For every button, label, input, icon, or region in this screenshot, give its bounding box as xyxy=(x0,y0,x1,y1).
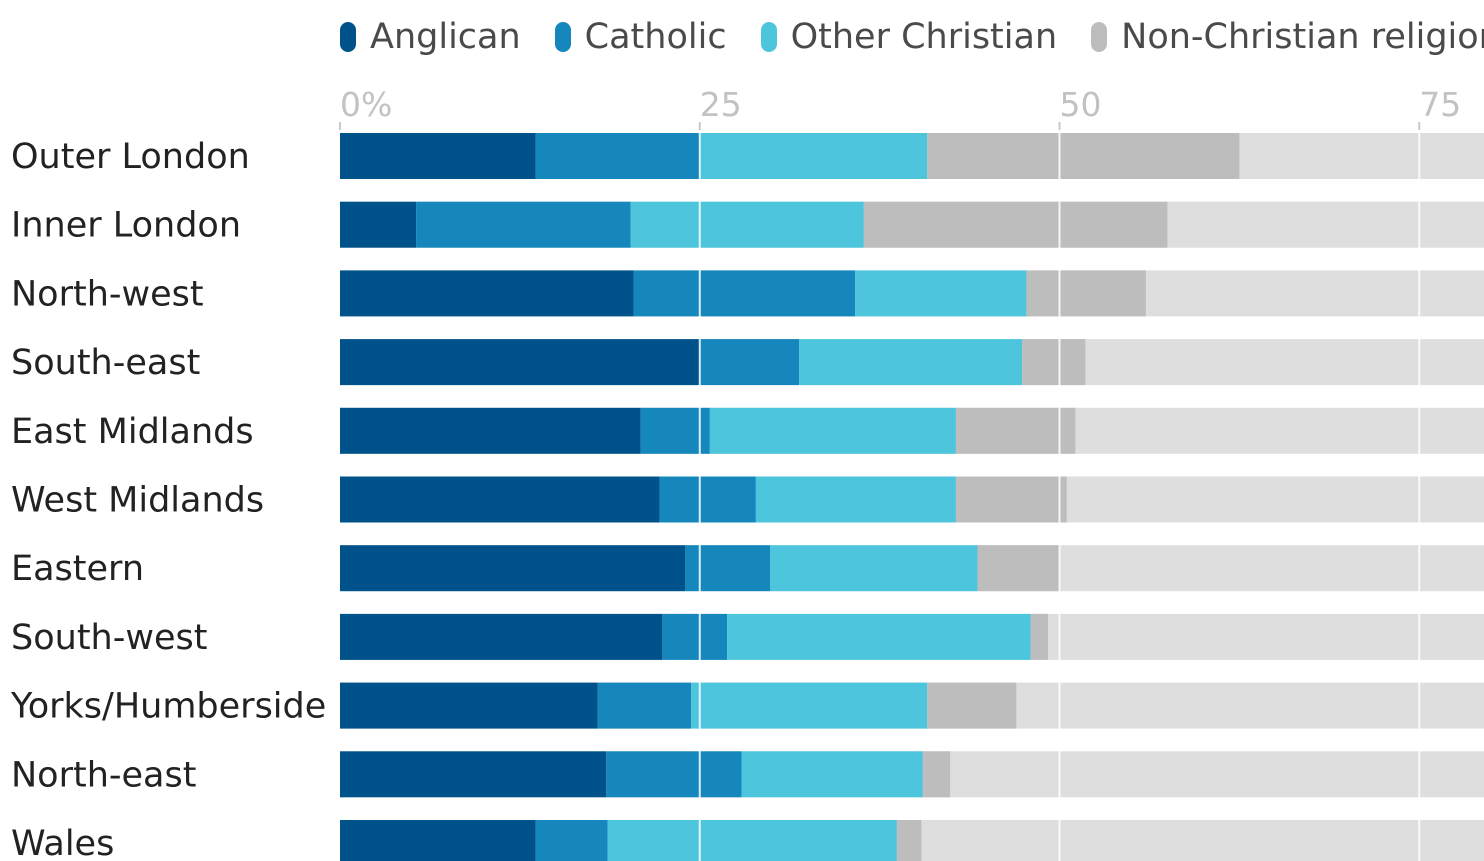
bar-segment-anglican xyxy=(340,133,536,179)
category-label: East Midlands xyxy=(11,412,254,452)
bar-segment-anglican xyxy=(340,339,700,386)
bar-segment-catholic xyxy=(416,201,631,248)
bar-segment-catholic xyxy=(535,133,700,179)
category-label: North-east xyxy=(11,755,196,795)
bar-segment-catholic xyxy=(633,270,856,317)
bar-segment-catholic xyxy=(685,545,771,592)
bar-segment-other-christian xyxy=(855,270,1027,317)
bar-segment-other-christian xyxy=(741,751,923,798)
bar-segment-non-christian-religion xyxy=(927,682,1017,729)
bar-segment-catholic xyxy=(662,613,728,660)
category-label: Wales xyxy=(11,824,114,861)
bar-segment-catholic xyxy=(659,476,756,523)
bar-segment-anglican xyxy=(340,201,417,248)
category-label: West Midlands xyxy=(11,481,264,521)
bar-segment-anglican xyxy=(340,751,607,798)
legend-swatch xyxy=(554,22,571,52)
legend-item-non-christian-religion: Non-Christian religion xyxy=(1091,16,1484,57)
bar-segment-anglican xyxy=(340,545,686,592)
bar-segment-other-christian xyxy=(770,545,978,592)
bar-segment-anglican xyxy=(340,476,660,523)
bar-segment-catholic xyxy=(606,751,742,798)
bar-segment-other-christian xyxy=(799,339,1023,386)
bar-segment-other-christian xyxy=(727,613,1031,660)
category-label: Outer London xyxy=(11,137,250,177)
bar-segment-other-christian xyxy=(709,407,956,454)
x-tick-label: 75 xyxy=(1419,85,1461,124)
bar-segment-non-christian-religion xyxy=(955,407,1076,454)
bar-segment-anglican xyxy=(340,407,641,454)
bar-segment-anglican xyxy=(340,613,663,660)
bar-segment-anglican xyxy=(340,270,634,317)
bar-segment-non-christian-religion xyxy=(977,545,1060,592)
x-tick-label: 25 xyxy=(700,85,742,124)
category-label: Yorks/Humberside xyxy=(10,687,326,727)
bar-segment-other-christian xyxy=(630,201,864,248)
legend-label: Catholic xyxy=(584,16,727,57)
bar-segment-non-christian-religion xyxy=(955,476,1067,523)
bar-segment-anglican xyxy=(340,820,536,861)
legend-item-catholic: Catholic xyxy=(554,16,727,57)
legend-item-other-christian: Other Christian xyxy=(760,16,1058,57)
legend-swatch xyxy=(760,22,777,52)
category-label: Eastern xyxy=(11,549,144,589)
category-label: South-west xyxy=(11,618,207,658)
legend-label: Non-Christian religion xyxy=(1121,16,1484,57)
bar-segment-catholic xyxy=(699,339,800,386)
bar-segment-anglican xyxy=(340,682,598,729)
x-tick-label: 0% xyxy=(340,85,392,124)
bar-segment-catholic xyxy=(597,682,692,729)
category-label: Inner London xyxy=(11,206,241,246)
bar-segment-non-christian-religion xyxy=(896,820,922,861)
legend: Anglican Catholic Other Christian Non-Chris… xyxy=(340,12,1484,62)
bar-segment-catholic xyxy=(640,407,710,454)
bar-segment-other-christian xyxy=(607,820,897,861)
bar-segment-non-christian-religion xyxy=(1030,613,1048,660)
legend-label: Anglican xyxy=(370,16,521,57)
legend-label: Other Christian xyxy=(790,16,1058,57)
bar-segment-catholic xyxy=(535,820,608,861)
legend-swatch xyxy=(340,22,356,52)
bar-segment-non-christian-religion xyxy=(922,751,951,798)
bar-segment-non-christian-religion xyxy=(1026,270,1146,317)
bar-segment-other-christian xyxy=(699,133,928,179)
legend-item-anglican: Anglican xyxy=(340,16,521,57)
bar-segment-non-christian-religion xyxy=(927,133,1240,179)
category-label: North-west xyxy=(11,274,204,314)
x-tick-label: 50 xyxy=(1059,85,1101,124)
legend-swatch xyxy=(1091,22,1108,52)
bar-segment-non-christian-religion xyxy=(1022,339,1086,386)
bar-segment-other-christian xyxy=(755,476,956,523)
bar-segment-other-christian xyxy=(691,682,928,729)
category-label: South-east xyxy=(11,343,200,383)
bar-segment-non-christian-religion xyxy=(863,201,1168,248)
